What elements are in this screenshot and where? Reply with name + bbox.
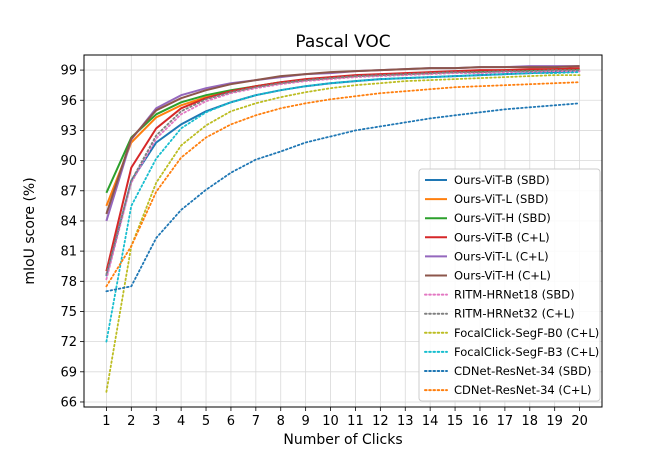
series-line-7	[105, 70, 581, 281]
y-tick-label: 87	[60, 184, 77, 199]
x-axis-ticks: 1 2 3 4 5 6 7 8 9 10 11 12 13 14 15 16 17 18 19 20	[102, 407, 588, 429]
x-tick-label: 9	[302, 414, 310, 429]
legend-label: Ours-ViT-L (C+L)	[454, 249, 549, 263]
y-tick-label: 66	[60, 395, 77, 410]
series-line-9	[105, 74, 581, 393]
series-line-10	[105, 71, 581, 343]
series-line-4	[105, 67, 580, 272]
x-tick-label: 15	[447, 414, 464, 429]
y-tick-label: 93	[60, 124, 77, 139]
x-tick-label: 11	[347, 414, 364, 429]
x-tick-label: 6	[227, 414, 235, 429]
y-tick-label: 96	[60, 94, 77, 109]
x-tick-label: 5	[202, 414, 210, 429]
y-axis-ticks: 66 69 72 75 78 81 84 87 90 93 96 99	[60, 64, 84, 410]
series-line-6	[105, 65, 580, 215]
x-tick-label: 13	[397, 414, 414, 429]
x-tick-label: 18	[522, 414, 539, 429]
series-line-8	[105, 69, 581, 276]
chart-title: Pascal VOC	[295, 32, 390, 52]
legend-label: Ours-ViT-B (C+L)	[454, 230, 550, 244]
x-tick-label: 4	[177, 414, 185, 429]
x-tick-label: 2	[127, 414, 135, 429]
y-tick-label: 69	[60, 365, 77, 380]
legend-label: Ours-ViT-H (SBD)	[454, 211, 551, 225]
y-tick-label: 78	[60, 275, 77, 290]
x-tick-label: 17	[497, 414, 514, 429]
legend-label: FocalClick-SegF-B3 (C+L)	[454, 345, 599, 359]
legend-label: RITM-HRNet18 (SBD)	[454, 288, 575, 302]
legend-box	[418, 168, 601, 402]
legend-label: Ours-ViT-L (SBD)	[454, 192, 549, 206]
legend-label: CDNet-ResNet-34 (SBD)	[454, 364, 591, 378]
legend-label: CDNet-ResNet-34 (C+L)	[454, 383, 591, 397]
x-tick-label: 3	[152, 414, 160, 429]
plot-frame	[83, 54, 603, 408]
y-tick-label: 72	[60, 335, 77, 350]
y-tick-label: 81	[60, 245, 77, 260]
x-axis-label: Number of Clicks	[283, 432, 402, 448]
x-tick-label: 7	[252, 414, 260, 429]
legend-label: Ours-ViT-H (C+L)	[454, 269, 551, 283]
y-tick-label: 90	[60, 154, 77, 169]
y-tick-label: 84	[60, 214, 77, 229]
legend: Ours-ViT-B (SBD) Ours-ViT-L (SBD) Ours-ViT…	[418, 168, 601, 402]
y-tick-label: 99	[60, 64, 77, 79]
legend-label: RITM-HRNet32 (C+L)	[454, 307, 575, 321]
legend-label: Ours-ViT-B (SBD)	[454, 173, 550, 187]
series-line-11	[105, 102, 581, 293]
x-tick-label: 20	[571, 414, 588, 429]
y-axis-label: mIoU score (%)	[22, 177, 38, 284]
legend-label: FocalClick-SegF-B0 (C+L)	[454, 326, 599, 340]
x-tick-label: 10	[322, 414, 339, 429]
x-tick-label: 1	[102, 414, 110, 429]
series-line-12	[105, 81, 581, 288]
x-tick-label: 14	[422, 414, 439, 429]
x-tick-label: 19	[546, 414, 563, 429]
x-tick-label: 8	[277, 414, 285, 429]
y-tick-label: 75	[60, 305, 77, 320]
x-tick-label: 12	[372, 414, 389, 429]
series-lines	[105, 65, 581, 393]
x-tick-label: 16	[472, 414, 489, 429]
